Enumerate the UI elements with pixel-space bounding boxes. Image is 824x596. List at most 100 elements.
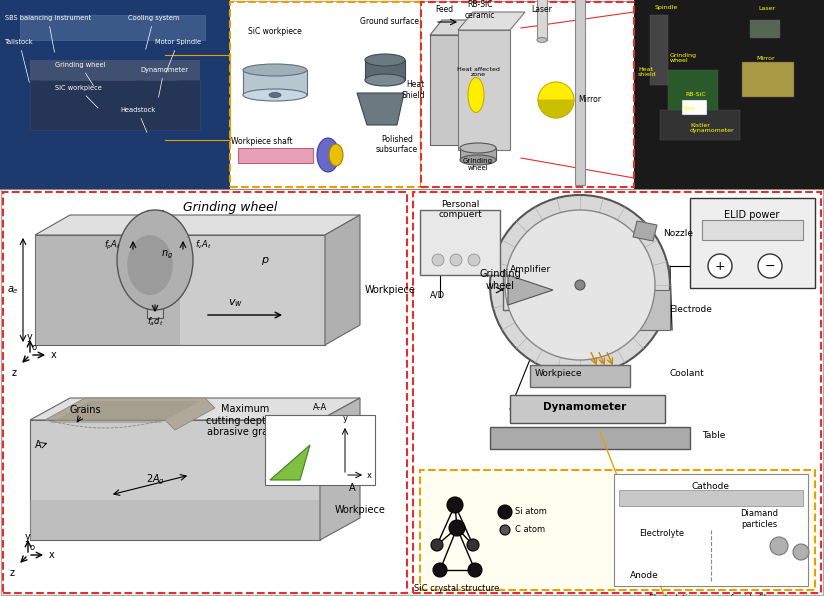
Polygon shape [325, 215, 360, 345]
Text: A-A: A-A [313, 402, 327, 411]
Text: Heat affected
zone: Heat affected zone [456, 67, 499, 77]
Polygon shape [45, 398, 215, 430]
Circle shape [538, 82, 574, 118]
Bar [660, 110, 740, 140]
Bar [632, 290, 670, 330]
Ellipse shape [243, 64, 307, 76]
Text: Workpiece: Workpiece [335, 505, 386, 515]
Text: A: A [35, 440, 41, 450]
Text: Tailstock: Tailstock [5, 39, 34, 82]
Text: Maximum
cutting depth of
abrasive grains: Maximum cutting depth of abrasive grains [206, 404, 284, 437]
Text: Si atom: Si atom [515, 508, 547, 517]
Text: Table: Table [702, 430, 725, 439]
Polygon shape [35, 215, 360, 235]
Text: Nozzle: Nozzle [663, 228, 693, 237]
Ellipse shape [468, 77, 484, 113]
Text: z: z [12, 368, 17, 378]
Circle shape [575, 280, 585, 290]
Circle shape [80, 65, 140, 125]
FancyBboxPatch shape [3, 192, 407, 593]
Text: Personal
compuert: Personal compuert [438, 200, 482, 219]
Text: Spindle: Spindle [655, 5, 678, 11]
Bar [265, 415, 375, 485]
Circle shape [468, 254, 480, 266]
Ellipse shape [537, 38, 547, 42]
Text: $a_e$: $a_e$ [7, 284, 19, 296]
Polygon shape [458, 12, 525, 30]
Text: Mirror: Mirror [578, 95, 601, 104]
Text: $v_w$: $v_w$ [227, 297, 242, 309]
Circle shape [505, 210, 655, 360]
Text: Dynamometer: Dynamometer [140, 67, 188, 97]
Text: y: y [343, 414, 348, 423]
Ellipse shape [243, 89, 307, 101]
Text: o: o [32, 343, 37, 352]
Polygon shape [270, 445, 310, 480]
Text: Ground surface: Ground surface [360, 17, 419, 26]
Text: Workpiece shaft: Workpiece shaft [232, 136, 293, 145]
Text: −: − [765, 259, 775, 272]
Bar [634, 0, 824, 189]
Text: y: y [25, 532, 30, 542]
Circle shape [433, 563, 447, 577]
Circle shape [447, 497, 463, 513]
Bar [750, 20, 780, 38]
Ellipse shape [460, 155, 496, 165]
Bar [243, 70, 307, 95]
Polygon shape [633, 221, 657, 241]
Text: Polished
subsurface: Polished subsurface [376, 135, 418, 154]
Bar [420, 210, 500, 275]
Text: Grains: Grains [69, 405, 101, 415]
Polygon shape [30, 398, 360, 420]
Text: SBS balancing instrument: SBS balancing instrument [5, 15, 91, 52]
Circle shape [468, 563, 482, 577]
Ellipse shape [317, 138, 339, 172]
Bar [238, 148, 313, 163]
Bar [742, 62, 794, 97]
Text: SiC crystal structure: SiC crystal structure [414, 584, 499, 593]
Text: Grinding
wheel: Grinding wheel [463, 159, 493, 172]
Text: Feed: Feed [435, 5, 453, 14]
Wedge shape [538, 100, 574, 118]
Text: Heat
shield: Heat shield [638, 67, 657, 77]
Text: Grinding
wheel: Grinding wheel [670, 52, 697, 63]
Circle shape [38, 68, 82, 112]
Bar [365, 60, 405, 80]
Bar [668, 70, 718, 125]
Text: A/D: A/D [430, 290, 445, 300]
Bar [460, 148, 496, 160]
Text: $f_p A_t$: $f_p A_t$ [105, 238, 122, 252]
Ellipse shape [269, 92, 281, 98]
Circle shape [432, 254, 444, 266]
Bar [575, 0, 585, 185]
Bar [0, 0, 230, 189]
Bar [30, 60, 200, 80]
Polygon shape [357, 93, 404, 125]
Text: Mirror: Mirror [756, 55, 775, 61]
FancyBboxPatch shape [421, 2, 634, 187]
Text: $2A_g$: $2A_g$ [146, 473, 165, 487]
Polygon shape [462, 20, 474, 145]
Circle shape [467, 539, 479, 551]
Text: Heat
Shield: Heat Shield [401, 80, 425, 100]
Bar [20, 15, 205, 40]
Polygon shape [320, 398, 360, 540]
Bar [682, 100, 707, 115]
Text: Headstock: Headstock [120, 107, 155, 132]
Text: x: x [367, 470, 372, 480]
Polygon shape [430, 20, 474, 35]
Text: Laser: Laser [758, 5, 775, 11]
Ellipse shape [127, 235, 173, 295]
Bar [650, 15, 668, 85]
Text: A: A [349, 483, 355, 493]
Text: SiC workpiece: SiC workpiece [55, 85, 102, 108]
Bar [530, 365, 630, 387]
Ellipse shape [460, 143, 496, 153]
Circle shape [490, 195, 670, 375]
Text: Kistler
dynamometer: Kistler dynamometer [690, 123, 735, 134]
Text: Electrolyte: Electrolyte [639, 529, 685, 539]
Circle shape [449, 520, 465, 536]
Text: o: o [30, 543, 35, 552]
Text: Electrode: Electrode [669, 306, 712, 315]
Text: Anode: Anode [630, 571, 658, 580]
